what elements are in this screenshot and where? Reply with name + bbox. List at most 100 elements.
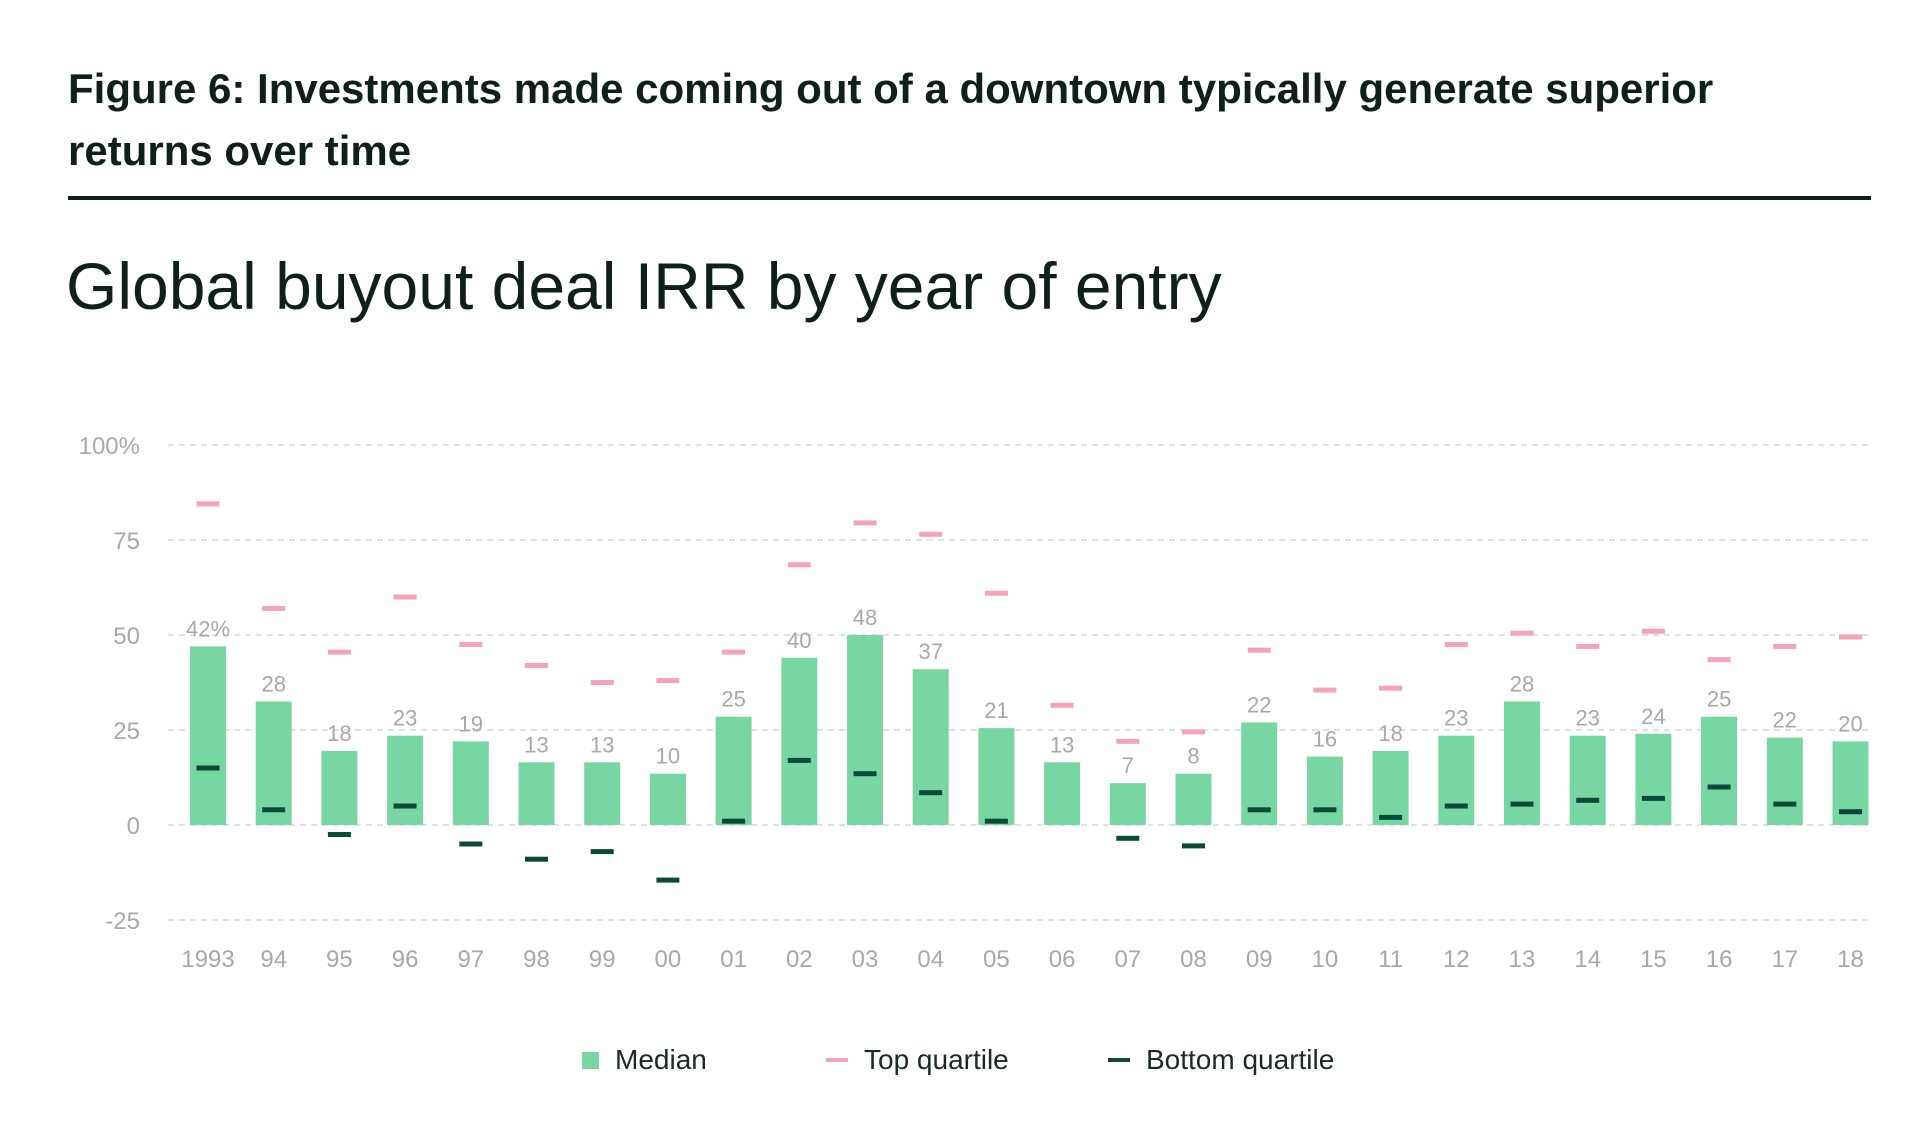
irr-bar-chart: -25 0 25 50 75 100% 42% 28 18 23 19 13 13 10 25 40 48 37… (79, 433, 1870, 973)
legend-label-median: Median (615, 1044, 707, 1075)
legend-swatch-top-quartile (826, 1058, 848, 1062)
x-tick-label: 03 (852, 946, 879, 973)
x-tick-label: 11 (1378, 946, 1403, 973)
median-data-label: 28 (1510, 672, 1534, 697)
x-tick-label: 97 (457, 946, 484, 973)
bottom-quartile-mark (1444, 803, 1468, 809)
y-tick-label: 50 (113, 623, 140, 650)
x-tick-label: 13 (1509, 946, 1536, 973)
median-bar (1306, 756, 1343, 825)
x-tick-label: 09 (1246, 946, 1273, 973)
median-bar (1175, 773, 1212, 825)
top-quartile-mark (590, 680, 614, 685)
median-data-label: 48 (853, 605, 877, 630)
x-tick-label: 15 (1640, 946, 1667, 973)
top-quartile-mark (1313, 687, 1337, 693)
median-bar (452, 741, 489, 825)
x-tick-label: 18 (1837, 946, 1864, 973)
top-quartile-mark (919, 531, 943, 537)
y-tick-label: 75 (113, 528, 140, 555)
top-quartile-mark (1576, 643, 1600, 649)
median-data-label: 7 (1122, 753, 1134, 778)
top-quartile-mark (525, 662, 548, 668)
x-axis-ticks: 1993 94 95 96 97 98 99 00 01 02 03 04 05 06 07 08 09 10 11… (181, 946, 1864, 973)
x-tick-label: 00 (655, 946, 682, 973)
median-data-label: 13 (524, 732, 548, 757)
median-data-label: 13 (590, 732, 614, 757)
median-data-label: 16 (1313, 727, 1337, 752)
bottom-quartile-mark (327, 832, 351, 837)
bottom-quartile-mark (459, 841, 483, 847)
top-quartile-mark (984, 590, 1008, 596)
median-data-label: 19 (459, 711, 483, 736)
top-quartile-mark (459, 642, 483, 647)
x-tick-label: 98 (523, 946, 550, 973)
top-quartile-mark (722, 649, 746, 655)
top-quartile-mark (1707, 657, 1731, 663)
median-data-label: 21 (984, 698, 1008, 723)
x-tick-label: 07 (1114, 946, 1141, 973)
chart-title: Global buyout deal IRR by year of entry (66, 249, 1222, 323)
top-quartile-mark (1247, 647, 1271, 653)
median-data-label: 25 (1707, 687, 1731, 712)
x-tick-label: 1993 (181, 946, 234, 973)
y-tick-label: 25 (113, 718, 140, 745)
median-bar (1766, 737, 1803, 825)
x-tick-label: 16 (1706, 946, 1733, 973)
top-quartile-mark (262, 605, 286, 611)
top-quartile-mark (1116, 738, 1140, 744)
median-bar (1438, 735, 1475, 825)
top-quartile-mark (393, 594, 417, 600)
bottom-quartile-mark (196, 765, 220, 771)
median-bar (584, 762, 621, 825)
median-bar (1044, 762, 1081, 825)
x-tick-label: 04 (917, 946, 944, 973)
median-bar (387, 735, 424, 825)
bottom-quartile-mark (393, 803, 417, 809)
x-tick-label: 06 (1049, 946, 1076, 973)
bottom-quartile-mark (984, 818, 1008, 824)
median-bar (781, 657, 818, 825)
bottom-quartile-mark (1379, 814, 1403, 820)
x-tick-label: 17 (1771, 946, 1798, 973)
median-data-label: 23 (1444, 706, 1468, 731)
median-data-label: 13 (1050, 732, 1074, 757)
median-bar (978, 728, 1015, 825)
legend-item-median: Median (582, 1040, 707, 1080)
top-quartile-mark (1510, 630, 1534, 636)
bottom-quartile-mark (525, 856, 548, 862)
top-quartile-mark (1379, 685, 1403, 691)
bottom-quartile-mark (1116, 835, 1140, 841)
top-quartile-mark (787, 562, 811, 568)
legend-label-top-quartile: Top quartile (864, 1044, 1009, 1075)
median-bars (190, 635, 1869, 825)
top-quartile-mark (1050, 702, 1074, 708)
bottom-quartile-mark (919, 790, 943, 796)
median-bar (518, 762, 555, 825)
bottom-quartile-mark (1313, 807, 1337, 813)
x-tick-label: 12 (1443, 946, 1470, 973)
top-quartile-mark (196, 501, 220, 507)
top-quartile-mark (1444, 642, 1468, 647)
median-data-label: 42% (186, 616, 230, 641)
x-tick-label: 01 (720, 946, 747, 973)
top-quartile-mark (1182, 729, 1205, 735)
top-quartile-mark (656, 678, 680, 684)
x-tick-label: 99 (589, 946, 616, 973)
bottom-quartile-mark (1773, 801, 1797, 807)
x-tick-label: 94 (260, 946, 287, 973)
legend-swatch-median (582, 1051, 599, 1069)
bottom-quartile-mark (590, 849, 614, 855)
bottom-quartile-mark (262, 807, 286, 813)
top-quartile-mark (1839, 634, 1862, 640)
top-quartile-mark (853, 520, 877, 526)
median-data-label: 24 (1641, 704, 1665, 729)
y-tick-label: -25 (105, 908, 140, 935)
median-data-label: 28 (261, 672, 285, 697)
y-axis-ticks: -25 0 25 50 75 100% (79, 433, 140, 935)
x-tick-label: 95 (326, 946, 353, 973)
median-bar (190, 646, 226, 825)
median-data-label: 37 (918, 639, 942, 664)
x-tick-label: 10 (1312, 946, 1339, 973)
median-data-label: 25 (721, 687, 745, 712)
